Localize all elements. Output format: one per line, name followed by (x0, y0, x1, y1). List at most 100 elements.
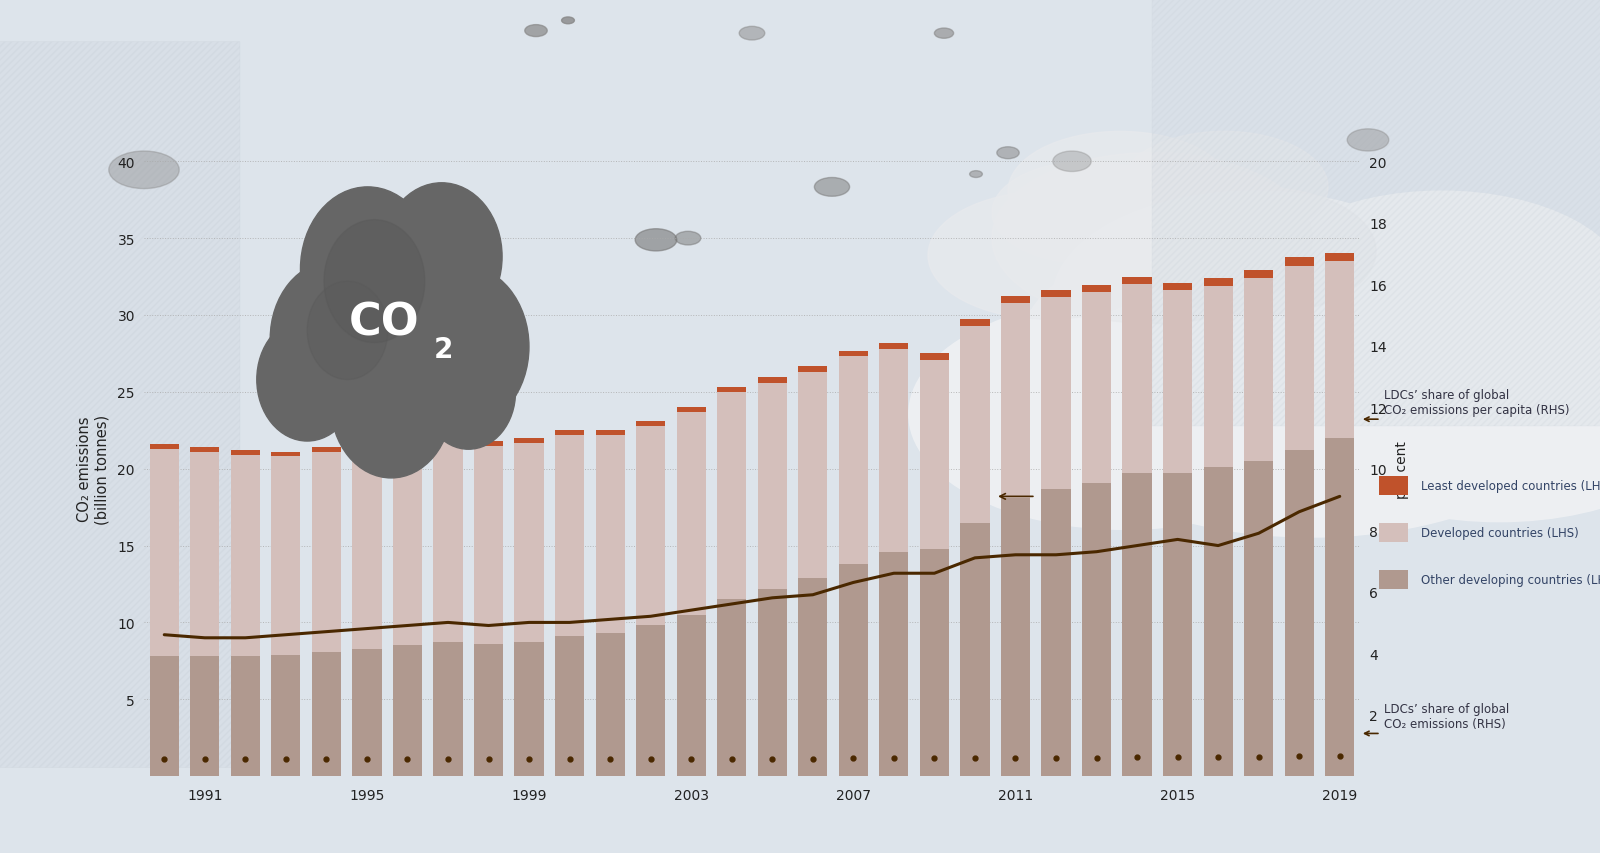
Circle shape (109, 152, 179, 189)
Bar (1285, 266, 1314, 450)
Bar (798, 578, 827, 776)
Bar (1002, 297, 1030, 304)
Bar (677, 412, 706, 615)
Bar (150, 450, 179, 657)
Bar (838, 357, 867, 565)
Circle shape (970, 171, 982, 178)
Bar (515, 438, 544, 443)
Bar (150, 657, 179, 776)
Bar (1163, 473, 1192, 776)
Circle shape (1024, 230, 1600, 537)
Bar (1163, 283, 1192, 291)
Circle shape (1053, 152, 1091, 172)
Bar (960, 327, 989, 523)
Bar (1285, 258, 1314, 266)
Bar (1325, 438, 1354, 776)
Bar (434, 437, 462, 442)
Bar (312, 452, 341, 652)
Bar (838, 351, 867, 357)
Bar (595, 431, 624, 435)
Bar (1082, 286, 1110, 293)
Bar (1123, 285, 1152, 473)
Text: Other developing countries (LHS): Other developing countries (LHS) (1421, 573, 1600, 587)
Bar (1082, 483, 1110, 776)
Bar (1203, 287, 1232, 467)
Circle shape (395, 265, 530, 429)
Bar (515, 443, 544, 642)
Bar (272, 655, 301, 776)
Bar (920, 549, 949, 776)
Bar (1325, 262, 1354, 438)
Bar (272, 457, 301, 655)
Bar (515, 642, 544, 776)
Bar (1042, 297, 1070, 489)
Bar (394, 646, 422, 776)
Circle shape (562, 18, 574, 25)
Bar (920, 354, 949, 360)
Bar (190, 452, 219, 657)
Bar (352, 450, 381, 649)
Circle shape (1120, 132, 1328, 243)
Circle shape (739, 27, 765, 41)
Bar (394, 437, 422, 442)
Bar (1203, 279, 1232, 287)
Bar (920, 360, 949, 549)
Circle shape (909, 299, 1341, 530)
FancyBboxPatch shape (1152, 0, 1600, 426)
Bar (637, 421, 666, 426)
Circle shape (256, 319, 358, 442)
Text: CO: CO (349, 301, 419, 345)
Bar (1123, 473, 1152, 776)
Circle shape (381, 183, 502, 331)
Bar (150, 444, 179, 450)
Bar (312, 448, 341, 452)
Bar (1042, 290, 1070, 297)
Circle shape (1240, 253, 1557, 422)
Bar (394, 442, 422, 646)
Circle shape (301, 188, 435, 351)
Circle shape (1347, 130, 1389, 152)
Bar (190, 448, 219, 452)
Circle shape (934, 29, 954, 39)
Bar (717, 600, 746, 776)
Bar (230, 657, 259, 776)
Bar (1082, 293, 1110, 483)
Bar (758, 378, 787, 383)
Bar (190, 657, 219, 776)
Circle shape (421, 335, 515, 450)
Circle shape (675, 232, 701, 246)
Circle shape (307, 281, 387, 380)
Bar (555, 431, 584, 435)
Bar (474, 442, 502, 446)
Circle shape (323, 220, 424, 343)
Bar (1163, 291, 1192, 473)
Bar (880, 552, 909, 776)
Circle shape (1283, 292, 1600, 522)
Circle shape (1008, 132, 1232, 252)
Bar (637, 426, 666, 626)
Bar (230, 456, 259, 657)
Bar (758, 589, 787, 776)
Circle shape (314, 217, 488, 429)
Text: LDCs’ share of global
CO₂ emissions per capita (RHS): LDCs’ share of global CO₂ emissions per … (1384, 389, 1570, 416)
Bar (960, 320, 989, 327)
Circle shape (1024, 246, 1370, 430)
Circle shape (635, 229, 677, 252)
Text: 2: 2 (434, 335, 453, 363)
Bar (758, 383, 787, 589)
Bar (1203, 467, 1232, 776)
FancyBboxPatch shape (0, 43, 240, 768)
Bar (434, 642, 462, 776)
Circle shape (1254, 192, 1600, 392)
Bar (798, 367, 827, 373)
Bar (434, 442, 462, 642)
Bar (272, 452, 301, 457)
Text: Least developed countries (LHS): Least developed countries (LHS) (1421, 479, 1600, 493)
Bar (838, 565, 867, 776)
Bar (595, 435, 624, 634)
Bar (880, 350, 909, 552)
Bar (474, 644, 502, 776)
Circle shape (1053, 192, 1456, 407)
Y-axis label: per cent: per cent (1395, 440, 1410, 498)
Bar (717, 392, 746, 600)
